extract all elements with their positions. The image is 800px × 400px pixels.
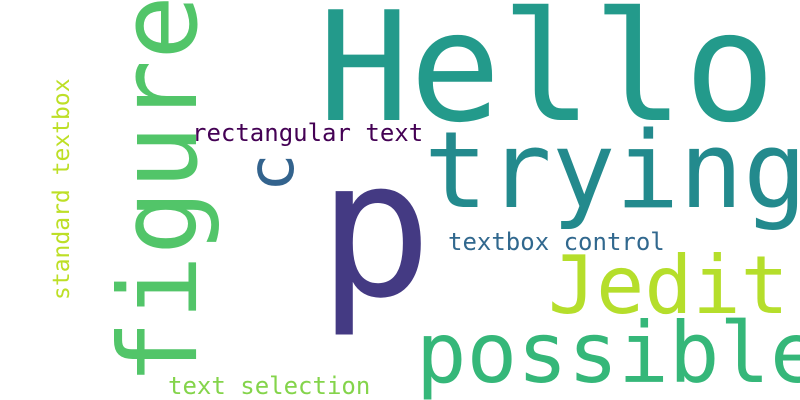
word-standard-textbox: standard textbox (49, 78, 75, 300)
word-p: p (318, 119, 433, 340)
word-rectangular-text: rectangular text (192, 119, 424, 147)
word-possible: possible (416, 304, 800, 400)
word-trying: trying (424, 109, 800, 232)
word-textbox-control: textbox control (448, 228, 665, 256)
word-text-selection: text selection (168, 372, 371, 400)
word-c: c (235, 153, 309, 192)
word-jedit: Jedit (548, 239, 789, 332)
word-hello: Hello (318, 0, 776, 156)
word-figure: figure (97, 0, 222, 385)
